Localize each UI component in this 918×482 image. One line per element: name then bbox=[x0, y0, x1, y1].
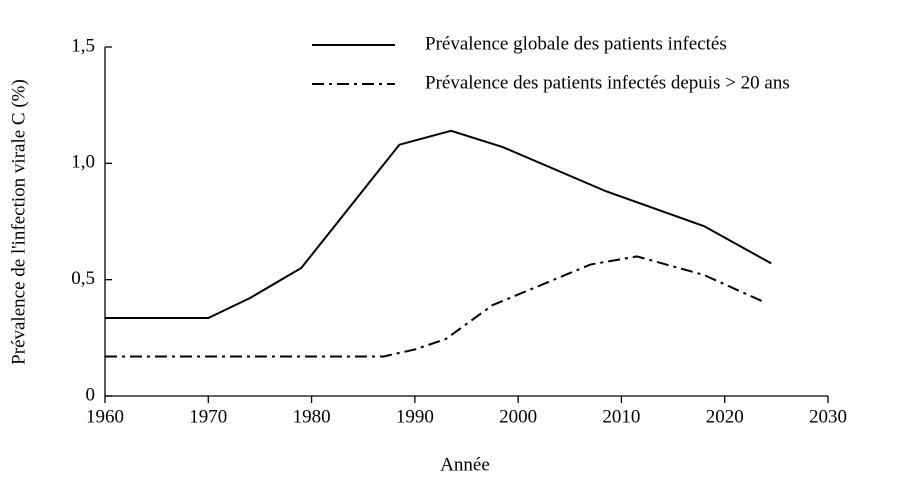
y-tick-label: 1,5 bbox=[71, 35, 95, 56]
series-line bbox=[105, 129, 772, 320]
x-tick-label: 1990 bbox=[396, 406, 434, 427]
y-axis-label: Prévalence de l'infection virale C (%) bbox=[8, 79, 29, 365]
legend-label: Prévalence globale des patients infectés bbox=[425, 33, 727, 54]
x-tick-label: 1970 bbox=[189, 406, 227, 427]
x-tick-label: 2000 bbox=[499, 406, 537, 427]
y-tick-label: 0 bbox=[86, 384, 96, 405]
y-tick-label: 0,5 bbox=[71, 268, 95, 289]
x-tick-label: 1980 bbox=[293, 406, 331, 427]
x-axis-label: Année bbox=[440, 454, 490, 475]
x-tick-label: 2030 bbox=[809, 406, 847, 427]
axes bbox=[104, 47, 828, 397]
series-line bbox=[105, 255, 767, 358]
x-tick-label: 2010 bbox=[602, 406, 640, 427]
legend-label: Prévalence des patients infectés depuis … bbox=[425, 72, 790, 93]
y-tick-label: 1,0 bbox=[71, 152, 95, 173]
x-tick-label: 1960 bbox=[86, 406, 124, 427]
x-tick-label: 2020 bbox=[706, 406, 744, 427]
